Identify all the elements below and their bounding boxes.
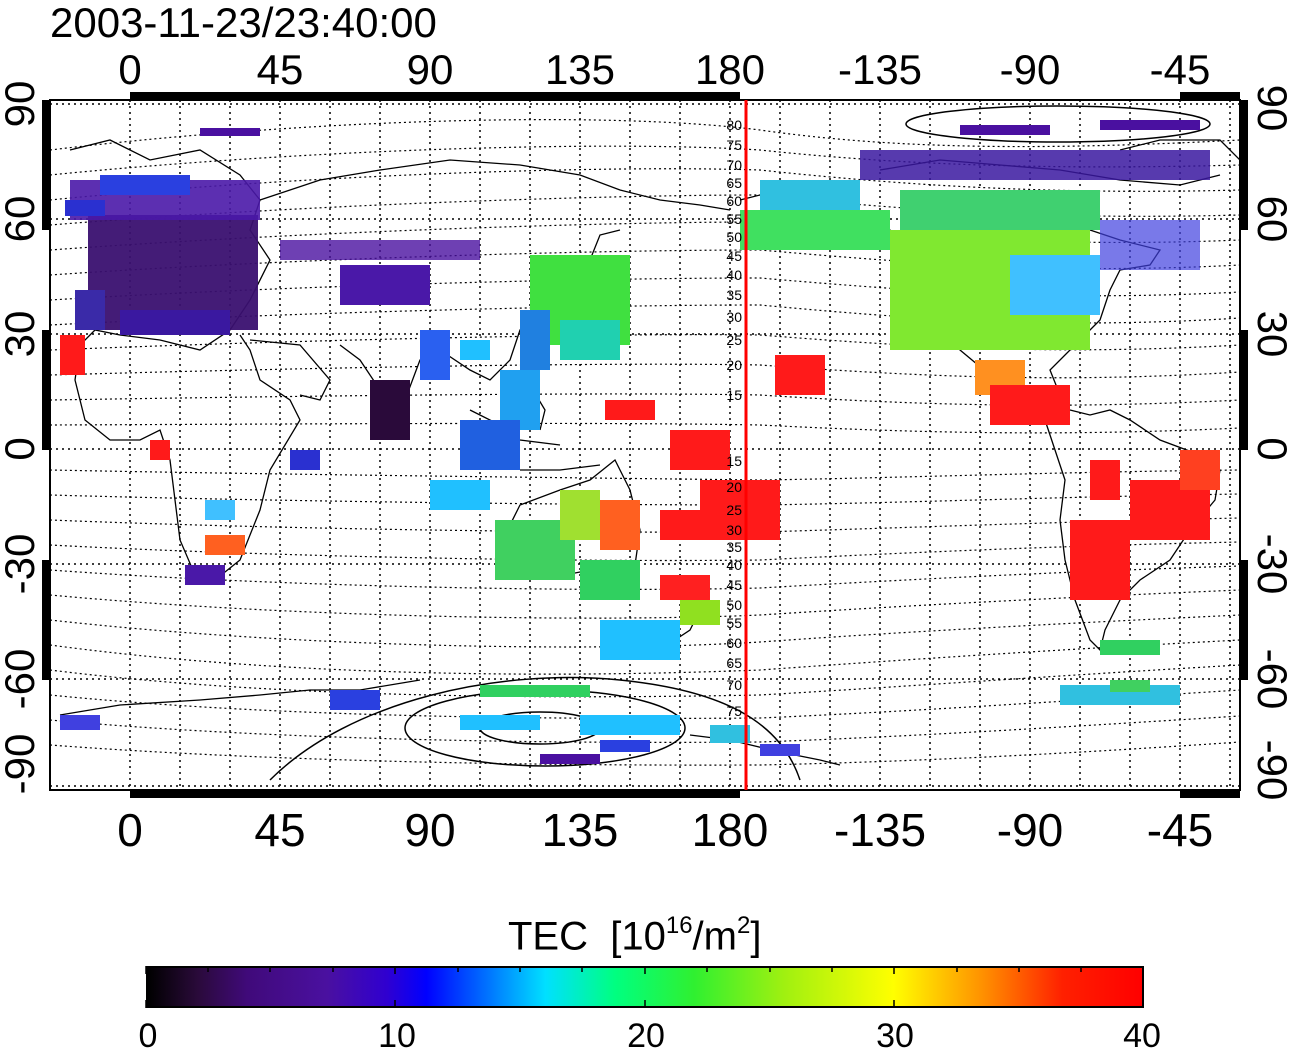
y-tick-label-right: -30	[1249, 534, 1292, 595]
mlat-label: 45	[726, 577, 742, 593]
mlat-label: 60	[726, 193, 742, 209]
mlat-label: 40	[726, 557, 742, 573]
tec-world-map: 80 75 70 65 60 55 50 45 40 35 30 25 20 1…	[0, 46, 1292, 856]
y-tick-label-right: 0	[1249, 437, 1292, 460]
mlat-label: 60	[726, 635, 742, 651]
colorbar-unit-prefix: [10	[610, 914, 666, 959]
x-axis-bottom-labels: 0 45 90 135 180 -135 -90 -45	[117, 804, 1213, 856]
mlat-label: 75	[726, 703, 742, 719]
frame-bars	[42, 92, 1248, 798]
colorbar-unit-exponent-2: 2	[736, 912, 751, 939]
mlat-label: 20	[726, 479, 742, 495]
y-axis-left-labels: 90 60 30 0 -30 -60 -90	[0, 81, 43, 795]
x-tick-label-top: -45	[1150, 46, 1211, 93]
y-tick-label-left: -30	[0, 534, 43, 595]
y-tick-label-right: -90	[1249, 740, 1292, 801]
y-tick-label-left: -90	[0, 734, 43, 795]
y-tick-label-left: 0	[0, 437, 43, 460]
x-tick-label-bottom: 45	[254, 804, 305, 856]
tec-region-pacific	[670, 430, 730, 470]
tec-region-south-america	[1070, 520, 1130, 600]
mlat-label: 65	[726, 175, 742, 191]
y-tick-label-left: 30	[0, 311, 43, 358]
colorbar-title: TEC [1016/m2]	[508, 906, 761, 958]
mlat-label: 45	[726, 248, 742, 264]
x-tick-label-top: 0	[118, 46, 141, 93]
y-axis-right-labels: 90 60 30 0 -30 -60 -90	[1249, 85, 1292, 801]
x-tick-label-top: -90	[1000, 46, 1061, 93]
mlat-label: 75	[726, 137, 742, 153]
x-axis-top-labels: 0 45 90 135 180 -135 -90 -45	[118, 46, 1210, 93]
colorbar-tick-label: 20	[627, 1017, 665, 1055]
tec-observation-points	[60, 120, 1220, 764]
mlat-label: 35	[726, 539, 742, 555]
x-tick-label-bottom: 180	[692, 804, 769, 856]
mlat-label: 70	[726, 157, 742, 173]
mlat-label: 55	[726, 615, 742, 631]
colorbar-title-main: TEC	[508, 914, 588, 959]
mlat-label: 40	[726, 267, 742, 283]
colorbar-unit-mid: /m	[692, 914, 737, 959]
mlat-label: 55	[726, 211, 742, 227]
x-tick-label-bottom: -90	[997, 804, 1063, 856]
mlat-label: 30	[726, 522, 742, 538]
mlat-label: 50	[726, 597, 742, 613]
mlat-label: 20	[726, 357, 742, 373]
x-tick-label-top: 45	[257, 46, 304, 93]
x-tick-label-bottom: 90	[404, 804, 455, 856]
colorbar	[146, 966, 1144, 1008]
mlat-label: 50	[726, 229, 742, 245]
mlat-labels: 80 75 70 65 60 55 50 45 40 35 30 25 20 1…	[726, 117, 742, 719]
colorbar-tick-label: 0	[138, 1017, 158, 1055]
colorbar-unit-end: ]	[750, 914, 762, 959]
y-tick-label-right: -60	[1249, 649, 1292, 710]
mlat-label: 80	[726, 117, 742, 133]
mlat-label: 25	[726, 502, 742, 518]
mlat-label: 30	[726, 309, 742, 325]
y-tick-label-right: 60	[1249, 196, 1292, 243]
mlat-label: 65	[726, 655, 742, 671]
x-tick-label-bottom: 135	[542, 804, 619, 856]
mlat-label: 35	[726, 287, 742, 303]
x-tick-label-bottom: -45	[1147, 804, 1213, 856]
mlat-label: 70	[726, 677, 742, 693]
x-tick-label-bottom: 0	[117, 804, 143, 856]
x-tick-label-top: -135	[838, 46, 922, 93]
mlat-label: 15	[726, 453, 742, 469]
colorbar-tick-label: 40	[1123, 1017, 1161, 1055]
y-tick-label-left: 90	[0, 81, 43, 128]
y-tick-label-left: 60	[0, 196, 43, 243]
x-tick-label-top: 90	[407, 46, 454, 93]
colorbar-unit-exponent: 16	[665, 912, 693, 939]
colorbar-tick-label: 30	[876, 1017, 914, 1055]
mlat-label: 15	[726, 387, 742, 403]
x-tick-label-top: 180	[695, 46, 765, 93]
y-tick-label-right: 30	[1249, 311, 1292, 358]
x-tick-label-bottom: -135	[834, 804, 926, 856]
y-tick-label-right: 90	[1249, 85, 1292, 132]
y-tick-label-left: -60	[0, 649, 43, 710]
colorbar-tick-label: 10	[378, 1017, 416, 1055]
x-tick-label-top: 135	[545, 46, 615, 93]
mlat-label: 25	[726, 332, 742, 348]
timestamp-title: 2003-11-23/23:40:00	[50, 0, 437, 46]
